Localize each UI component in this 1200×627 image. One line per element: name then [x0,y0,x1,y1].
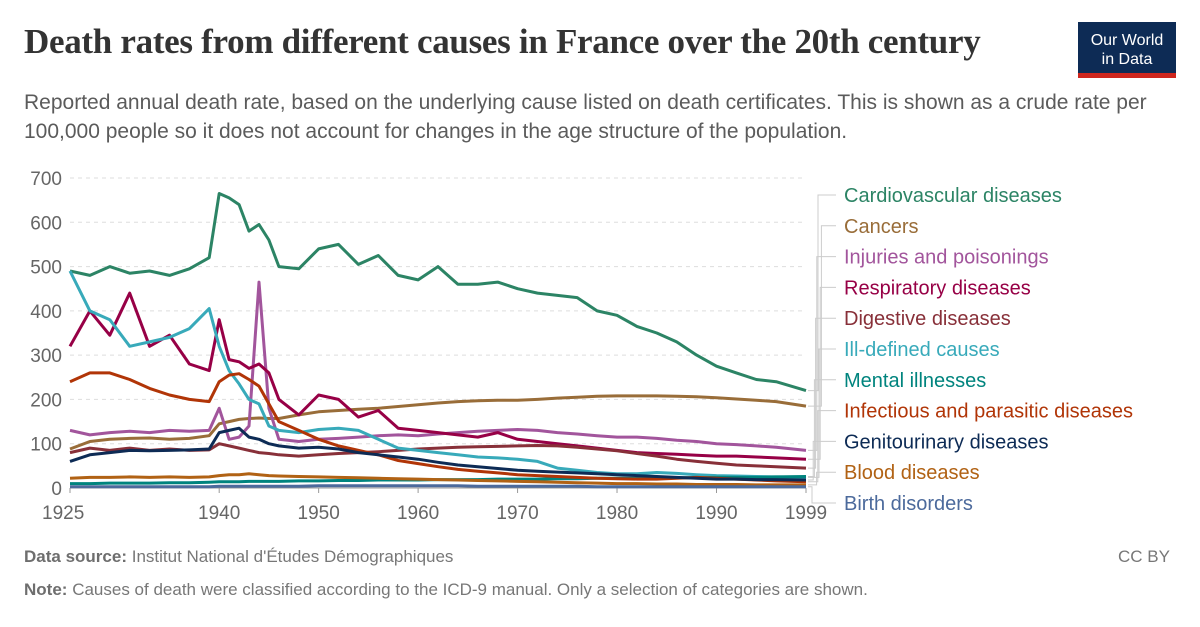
chart-legend: Cardiovascular diseases Cancers Injuries a… [808,185,1133,515]
legend-label: Genitourinary diseases [844,431,1049,453]
legend-connector [808,225,836,407]
legend-label: Respiratory diseases [844,277,1031,299]
x-tick-label: 1925 [42,503,84,524]
x-tick-label: 1960 [397,503,439,524]
legend-label: Infectious and parasitic diseases [844,401,1133,423]
x-tick-label: 1980 [596,503,638,524]
legend-label: Blood diseases [844,462,980,484]
logo-line-2: in Data [1101,51,1153,68]
note-label: Note: [24,580,68,599]
chart-subtitle: Reported annual death rate, based on the… [24,91,1147,143]
license-link[interactable]: CC BY [1118,547,1170,566]
owid-logo[interactable]: Our World in Data [1078,22,1176,78]
x-tick-label: 1990 [695,503,737,524]
series-line-10 [70,484,806,489]
x-axis: 1925 1940 1950 1960 1970 1980 1990 1999 [42,488,827,524]
legend-label: Cardiovascular diseases [844,185,1062,207]
logo-line-1: Our World [1090,32,1164,49]
y-tick-label: 700 [30,169,62,190]
series-line-7 [69,371,807,484]
x-tick-label: 1940 [198,503,240,524]
y-tick-label: 100 [30,435,62,456]
y-tick-label: 300 [30,346,62,367]
y-tick-label: 500 [30,258,62,279]
y-tick-label: 200 [30,390,62,411]
legend-label: Cancers [844,216,918,238]
legend-connector [808,286,836,460]
x-tick-label: 1999 [785,503,827,524]
legend-connector [808,410,836,483]
y-tick-label: 0 [51,479,62,500]
legend-label: Digestive diseases [844,308,1011,330]
legend-label: Injuries and poisonings [844,247,1049,269]
series-line-9 [69,472,806,487]
series-line-8 [69,426,807,482]
chart-title: Death rates from different causes in Fra… [24,22,981,61]
legend-connector [808,486,836,504]
legend-connector [808,317,836,469]
legend-connector [808,471,836,486]
legend-connector [808,348,836,478]
legend-connector [808,194,836,392]
legend-label: Birth disorders [844,493,973,515]
note-text: Causes of death were classified accordin… [72,580,868,599]
logo-accent-bar [1078,73,1176,78]
legend-label: Ill-defined causes [844,339,1000,361]
legend-connector [808,379,836,477]
x-tick-label: 1970 [496,503,538,524]
data-source-label: Data source: [24,547,127,566]
series-line-3 [68,291,807,461]
legend-connector [808,256,836,451]
chart-lines [68,192,807,489]
series-line-1 [69,394,807,451]
legend-label: Mental illnesses [844,370,986,392]
data-source: Data source: Institut National d'Études … [24,547,453,567]
series-line-0 [69,192,807,393]
series-line-5 [68,270,807,479]
legend-connector [808,440,836,481]
series-line-2 [69,280,807,452]
data-source-text[interactable]: Institut National d'Études Démographique… [131,547,454,566]
x-tick-label: 1950 [298,503,340,524]
y-axis: 0 100 200 300 400 500 600 700 [30,169,62,500]
chart-note: Note: Causes of death were classified ac… [24,580,868,600]
y-tick-label: 400 [30,302,62,323]
y-tick-label: 600 [30,213,62,234]
